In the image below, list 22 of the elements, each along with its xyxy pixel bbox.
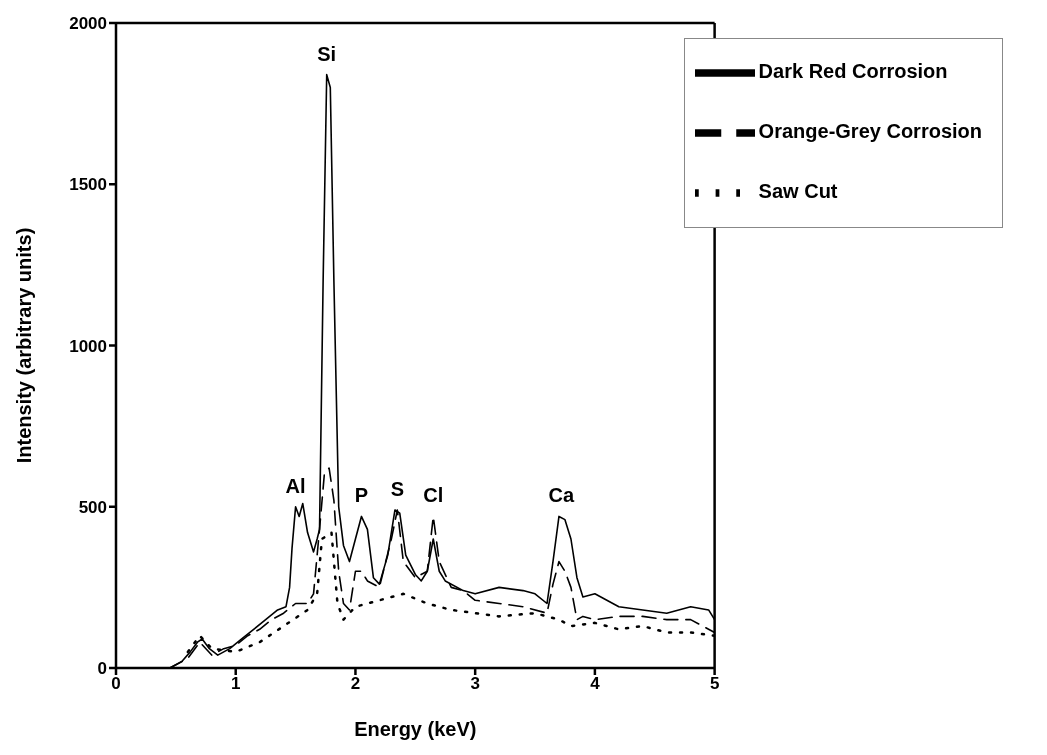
y-tick-label: 500	[78, 497, 107, 517]
x-tick-label: 0	[111, 674, 121, 694]
x-axis-title: Energy (keV)	[354, 718, 477, 740]
legend-label: Saw Cut	[758, 180, 838, 203]
y-tick-label: 2000	[69, 14, 107, 34]
annotation: Ca	[548, 484, 576, 507]
legend-label: Orange-Grey Corrosion	[758, 120, 982, 143]
annotation: Al	[285, 474, 306, 497]
x-tick-label: 3	[470, 674, 480, 694]
annotation: P	[354, 484, 369, 507]
y-tick-label: 0	[97, 659, 107, 679]
x-tick-label: 2	[350, 674, 361, 694]
x-tick-label: 5	[709, 674, 720, 694]
y-tick-label: 1500	[69, 175, 107, 195]
y-axis-title: Intensity (arbitrary units)	[13, 227, 36, 464]
x-tick-label: 4	[590, 674, 601, 694]
annotation: S	[390, 477, 405, 500]
annotation: Cl	[423, 484, 444, 507]
y-tick-label: 1000	[69, 336, 107, 356]
x-tick-label: 1	[230, 674, 241, 694]
legend-label: Dark Red Corrosion	[758, 60, 948, 83]
annotation: Si	[317, 42, 337, 65]
